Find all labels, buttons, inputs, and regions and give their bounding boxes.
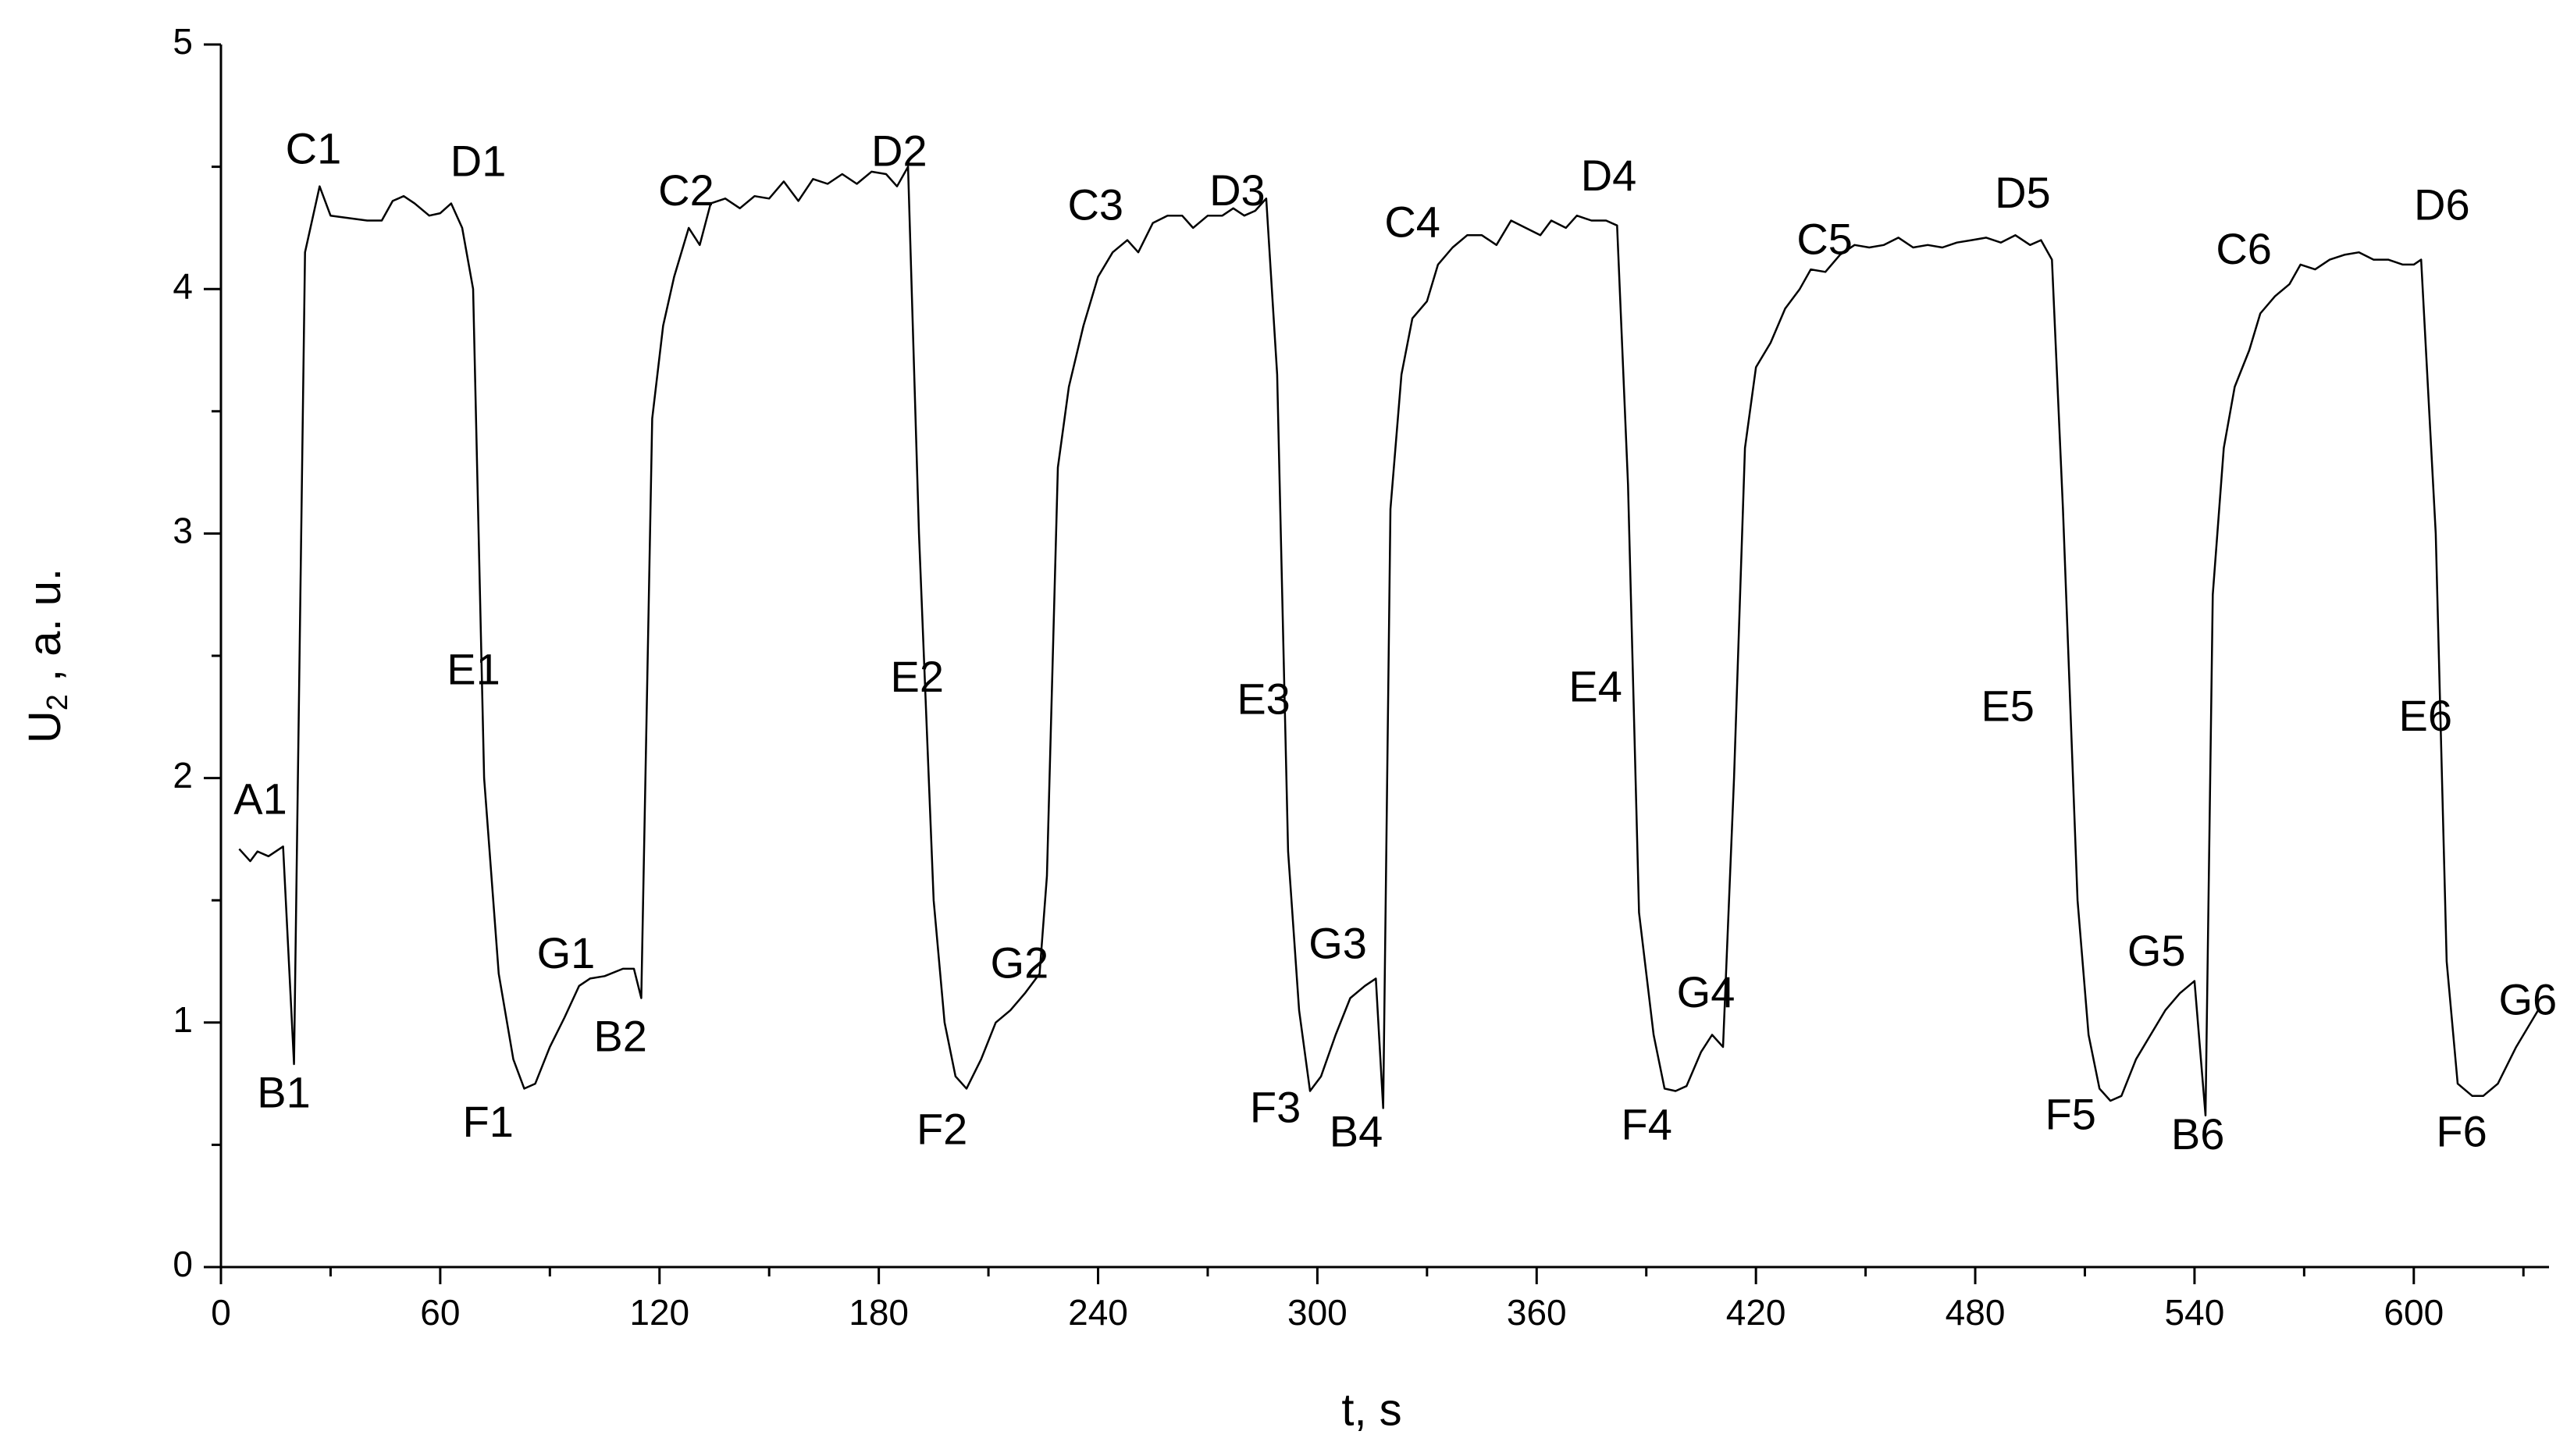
- x-tick-label: 180: [849, 1292, 909, 1333]
- y-tick-label: 2: [173, 755, 193, 796]
- point-label: G5: [2127, 926, 2186, 975]
- point-label: C5: [1796, 214, 1853, 263]
- point-label: F5: [2045, 1090, 2096, 1139]
- point-label: F4: [1622, 1099, 1672, 1148]
- x-tick-label: 120: [629, 1292, 689, 1333]
- y-tick-label: 1: [173, 999, 193, 1040]
- point-label: E3: [1237, 674, 1291, 723]
- point-label: E2: [891, 652, 945, 701]
- y-axis-title-rest: , a. u.: [20, 568, 70, 694]
- x-axis-title: t, s: [1341, 1384, 1401, 1435]
- point-label: B2: [593, 1012, 647, 1061]
- point-label: D1: [450, 136, 507, 185]
- point-label: E6: [2399, 691, 2453, 740]
- point-label: G1: [537, 928, 596, 977]
- point-label: G2: [991, 938, 1049, 988]
- point-label: G3: [1308, 919, 1367, 968]
- point-label: F3: [1250, 1082, 1301, 1131]
- y-tick-label: 3: [173, 511, 193, 551]
- x-tick-label: 300: [1287, 1292, 1348, 1333]
- point-label: F2: [917, 1105, 967, 1154]
- y-tick-label: 4: [173, 265, 193, 306]
- point-label: A1: [233, 774, 287, 824]
- x-tick-label: 240: [1068, 1292, 1128, 1333]
- point-label: B1: [257, 1068, 311, 1117]
- point-label: B4: [1330, 1107, 1383, 1156]
- point-label: D6: [2414, 180, 2470, 230]
- point-label: D3: [1209, 166, 1266, 215]
- y-axis-title-main: U: [20, 710, 70, 743]
- y-tick-label: 0: [173, 1244, 193, 1284]
- x-tick-label: 600: [2384, 1292, 2444, 1333]
- data-line: [238, 166, 2540, 1117]
- y-axis-title: U2 , a. u.: [20, 568, 74, 743]
- x-tick-label: 420: [1726, 1292, 1786, 1333]
- x-tick-label: 0: [211, 1292, 231, 1333]
- x-tick-label: 480: [1946, 1292, 2006, 1333]
- point-label: D5: [1995, 168, 2051, 217]
- y-axis-title-sub: 2: [41, 694, 74, 710]
- point-label: G4: [1677, 967, 1736, 1016]
- point-label: D4: [1581, 151, 1637, 200]
- point-label: F6: [2436, 1107, 2487, 1156]
- point-label: E5: [1981, 682, 2035, 731]
- y-tick-label: 5: [173, 21, 193, 62]
- point-label: E1: [447, 645, 500, 694]
- point-label: C1: [286, 124, 342, 173]
- point-label: G6: [2498, 975, 2557, 1024]
- point-label: E4: [1568, 662, 1622, 711]
- x-tick-label: 540: [2165, 1292, 2225, 1333]
- point-label: C4: [1384, 198, 1440, 247]
- point-label: C2: [658, 166, 714, 215]
- x-tick-label: 360: [1507, 1292, 1567, 1333]
- point-label: C6: [2216, 224, 2272, 273]
- point-label: C3: [1067, 180, 1123, 230]
- point-label: F1: [463, 1097, 514, 1146]
- point-label: D2: [871, 126, 927, 176]
- point-label: B6: [2171, 1109, 2225, 1159]
- x-tick-label: 60: [420, 1292, 460, 1333]
